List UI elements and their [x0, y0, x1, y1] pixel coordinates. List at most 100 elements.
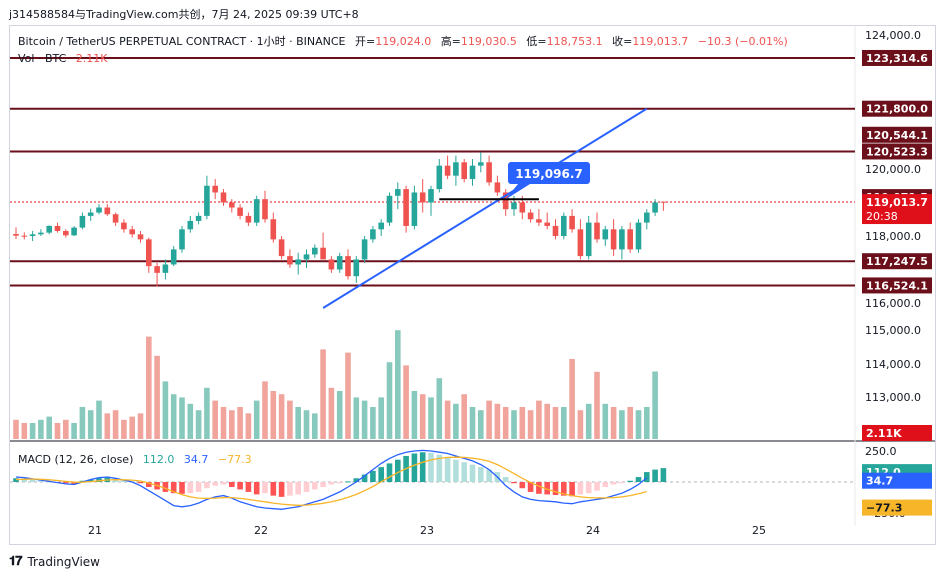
volume-bar [527, 410, 534, 439]
macd-histogram-bar [237, 482, 243, 490]
footer[interactable]: 𝟏𝟕 TradingView [9, 554, 100, 569]
macd-histogram-bar [519, 482, 526, 489]
candle-body [436, 165, 443, 190]
volume-bar [204, 387, 210, 439]
volume-bar [652, 371, 658, 439]
callout-box [508, 162, 590, 184]
volume-bar [403, 365, 409, 439]
macd-histogram-bar [436, 454, 443, 482]
macd-histogram-bar [270, 482, 277, 496]
candle-body [63, 230, 69, 236]
macd-histogram-bar [486, 469, 492, 482]
volume-bar [87, 410, 94, 439]
volume-bar [179, 397, 185, 439]
candle-body [486, 162, 492, 183]
low-value: 118,753.1 [547, 35, 603, 48]
change-value: −10.3 (−0.01%) [698, 35, 788, 48]
volume-bar [237, 407, 243, 439]
volume-bar [96, 400, 102, 439]
volume-bar [395, 330, 401, 439]
volume-bar [544, 403, 550, 439]
volume-bar [552, 407, 559, 439]
candle-body [287, 256, 293, 265]
macd-histogram-bar [220, 482, 227, 485]
open-label: 开= [355, 35, 375, 48]
volume-bar [502, 407, 509, 439]
macd-histogram-bar [63, 482, 69, 484]
macd-histogram-bar [419, 452, 426, 482]
candle-body [204, 185, 210, 216]
candle-body [552, 225, 559, 236]
symbol-line: Bitcoin / TetherUS PERPETUAL CONTRACT · … [18, 35, 346, 48]
candle-body [635, 222, 642, 250]
candle-body [146, 239, 152, 267]
price-tick-label: 124,000.0 [865, 29, 921, 42]
volume-bar [129, 416, 135, 439]
candle-body [660, 201, 667, 203]
chart-canvas[interactable]: 119,096.7 124,000.0 120,000.0 118,000.0 116… [10, 26, 935, 544]
time-tick-label: 21 [88, 524, 102, 537]
volume-bar [320, 349, 326, 439]
candle-body [378, 222, 384, 230]
volume-bar [478, 410, 484, 439]
candle-body [129, 229, 135, 235]
price-tick-label: 114,000.0 [865, 358, 921, 371]
time-tick-label: 23 [420, 524, 434, 537]
candle-body [469, 165, 476, 180]
macd-line-tag: 34.7 [866, 475, 893, 488]
candle-body [577, 229, 584, 257]
macd-histogram-bar [87, 479, 94, 482]
macd-histogram-bar [212, 482, 218, 486]
volume-bar [644, 407, 650, 439]
macd-histogram-bar [71, 482, 77, 484]
macd-histogram-bar [577, 482, 584, 495]
candle-body [312, 247, 318, 255]
trend-line-group[interactable]: 119,096.7 [322, 107, 648, 309]
candle-body [229, 202, 235, 208]
macd-histogram-bar [96, 478, 102, 482]
volume-bar [361, 400, 368, 439]
macd-histogram-bar [137, 482, 144, 484]
horizontal-levels[interactable] [10, 56, 855, 287]
macd-histogram-bar [602, 482, 609, 487]
candle-body [502, 192, 509, 210]
macd-line-tag-bg [862, 472, 932, 489]
volume-bar [453, 403, 459, 439]
volume-bar [594, 371, 600, 439]
volume-axis-label-bg [862, 425, 932, 441]
macd-histogram-bar [527, 482, 534, 492]
candle-body [21, 235, 28, 237]
candle-body [644, 212, 650, 223]
volume-bar [494, 403, 501, 439]
volume-bar [486, 400, 492, 439]
svg-text:Vol · BTC 2.11K: Vol · BTC 2.11K [18, 52, 108, 65]
candle-body [569, 215, 575, 230]
chart-frame[interactable]: 119,096.7 124,000.0 120,000.0 118,000.0 116… [9, 25, 936, 545]
volume-bar [170, 394, 177, 439]
volume-bar [610, 407, 617, 439]
time-axis[interactable]: 21 22 23 24 25 [88, 524, 766, 537]
candle-body [13, 233, 19, 236]
macd-histogram-bar [13, 478, 19, 482]
macd-histogram-bar [287, 482, 293, 496]
candle-body [320, 247, 326, 260]
last-price-label: 119,013.7 [866, 196, 928, 209]
volume-bars [13, 330, 658, 439]
macd-histogram-bar [29, 479, 36, 482]
level-price-label: 120,523.3 [866, 145, 928, 158]
macd-histogram-bar [195, 482, 202, 492]
volume-bar [303, 410, 310, 439]
last-price-tag-bg [862, 194, 932, 225]
candle-body [627, 229, 633, 250]
macd-histogram-bar [652, 469, 658, 482]
volume-bar [29, 423, 36, 439]
macd-pane [10, 449, 855, 510]
volume-bar [46, 416, 52, 439]
macd-histogram-bar [478, 467, 484, 482]
candle-body [610, 229, 617, 250]
candle-body [71, 227, 77, 236]
macd-histogram-bar [469, 464, 476, 482]
candle-body [361, 239, 368, 260]
price-axis[interactable]: 124,000.0 120,000.0 118,000.0 116,000.0 115,… [862, 29, 932, 520]
footer-brand: TradingView [27, 554, 100, 569]
